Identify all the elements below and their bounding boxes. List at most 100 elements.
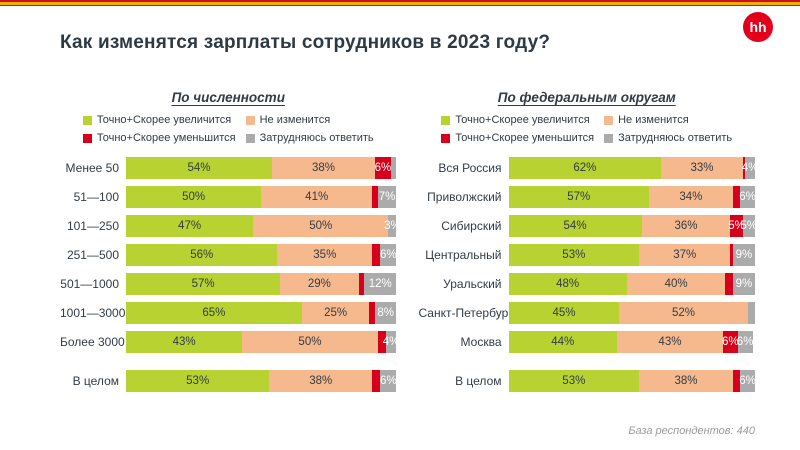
segment-no_change: 29% xyxy=(280,273,359,295)
chart-title-federal-districts: По федеральным округам xyxy=(497,90,676,105)
segment-no_change: 35% xyxy=(277,244,373,266)
segment-no_change: 34% xyxy=(649,186,733,208)
segment-increase: 44% xyxy=(508,331,617,353)
segment-undecided: 5% xyxy=(741,215,757,237)
row-label: 101—250 xyxy=(66,219,119,233)
legend-marker-decrease-icon xyxy=(441,133,451,143)
segment-undecided: 6% xyxy=(739,186,756,208)
header: Как изменятся зарплаты сотрудников в 202… xyxy=(0,6,800,54)
chart-row: 1001—3000 65% 25% 8% xyxy=(60,302,397,324)
stacked-bar: 53% 38% 6% xyxy=(508,370,756,392)
legend-item-no_change: Не изменится xyxy=(604,114,732,126)
segment-decrease xyxy=(377,331,386,353)
row-label: Менее 50 xyxy=(65,161,119,175)
chart-panel-federal-districts: По федеральным округам Точно+Скорее увели… xyxy=(419,90,758,399)
legend-label-undecided: Затрудняюсь ответить xyxy=(618,132,733,144)
segment-increase: 47% xyxy=(126,215,254,237)
segment-decrease xyxy=(372,244,381,266)
segment-decrease xyxy=(358,273,365,295)
stacked-bar: 57% 29% 12% xyxy=(126,273,397,295)
stacked-bar: 45% 52% xyxy=(508,302,756,324)
segment-undecided xyxy=(391,157,397,179)
stacked-bar: 62% 33% 4% xyxy=(508,157,758,179)
charts-area: По численности Точно+Скорее увеличится Не … xyxy=(0,54,800,399)
legend-item-decrease: Точно+Скорее уменьшится xyxy=(441,132,594,144)
segment-undecided: 6% xyxy=(739,370,756,392)
row-label: В целом xyxy=(72,374,119,388)
stacked-bar: 44% 43% 6% 6% xyxy=(508,331,756,353)
legend-marker-decrease-icon xyxy=(82,133,92,143)
segment-undecided: 3% xyxy=(384,215,401,237)
segment-decrease xyxy=(725,273,733,295)
chart-row: 251—500 56% 35% 6% xyxy=(60,244,397,266)
segment-no_change: 50% xyxy=(253,215,389,237)
stacked-bar: 56% 35% 6% xyxy=(126,244,397,266)
segment-decrease xyxy=(730,244,733,266)
segment-increase: 65% xyxy=(126,302,302,324)
segment-no_change: 43% xyxy=(616,331,723,353)
stacked-bar: 54% 36% 5% 5% xyxy=(508,215,757,237)
stacked-bar: 53% 38% 6% xyxy=(126,370,397,392)
segment-no_change: 33% xyxy=(661,157,743,179)
legend-marker-undecided-icon xyxy=(604,133,614,143)
segment-increase: 57% xyxy=(508,186,649,208)
segment-no_change: 50% xyxy=(242,331,378,353)
segment-undecided: 4% xyxy=(742,157,758,179)
legend-marker-undecided-icon xyxy=(245,133,255,143)
segment-no_change: 36% xyxy=(641,215,731,237)
legend-label-undecided: Затрудняюсь ответить xyxy=(259,132,374,144)
legend-marker-no_change-icon xyxy=(245,115,255,125)
chart-title-headcount: По численности xyxy=(171,90,285,105)
row-label: Приволжский xyxy=(427,190,502,204)
chart-row: Более 3000 43% 50% 4% xyxy=(60,331,399,353)
segment-decrease: 6% xyxy=(375,157,391,179)
segment-decrease: 6% xyxy=(722,331,739,353)
legend-label-increase: Точно+Скорее увеличится xyxy=(455,114,590,126)
legend-label-decrease: Точно+Скорее уменьшится xyxy=(455,132,595,144)
legend-marker-no_change-icon xyxy=(604,115,614,125)
legend-headcount: Точно+Скорее увеличится Не изменится Точно… xyxy=(60,114,397,144)
row-label: 1001—3000 xyxy=(60,306,126,320)
segment-decrease xyxy=(372,186,378,208)
stacked-bar: 57% 34% 6% xyxy=(508,186,756,208)
row-label: Уральский xyxy=(443,277,502,291)
legend-item-no_change: Не изменится xyxy=(245,114,374,126)
row-label: 51—100 xyxy=(73,190,119,204)
segment-no_change: 41% xyxy=(261,186,373,208)
segment-no_change: 38% xyxy=(269,370,373,392)
segment-increase: 56% xyxy=(126,244,278,266)
row-label: Центральный xyxy=(425,248,502,262)
legend-label-no_change: Не изменится xyxy=(618,114,689,126)
chart-row: 101—250 47% 50% 3% xyxy=(60,215,401,237)
segment-undecided: 9% xyxy=(732,244,755,266)
segment-decrease: 5% xyxy=(728,215,745,237)
segment-increase: 48% xyxy=(508,273,627,295)
stacked-bar: 54% 38% 6% xyxy=(126,157,397,179)
stacked-bar: 48% 40% 9% xyxy=(508,273,756,295)
segment-increase: 43% xyxy=(126,331,243,353)
stacked-bar: 65% 25% 8% xyxy=(126,302,397,324)
bar-rows-federal-districts: Вся Россия 62% 33% 4% Приволжский 57% 34% 6% Сиб… xyxy=(419,157,758,392)
legend-item-increase: Точно+Скорее увеличится xyxy=(441,114,594,126)
segment-increase: 54% xyxy=(508,215,642,237)
chart-row: 51—100 50% 41% 7% xyxy=(60,186,397,208)
segment-undecided: 6% xyxy=(380,244,397,266)
chart-row: Уральский 48% 40% 9% xyxy=(419,273,756,295)
segment-decrease xyxy=(742,157,746,179)
segment-no_change: 25% xyxy=(301,302,370,324)
row-label: В целом xyxy=(455,374,502,388)
segment-decrease xyxy=(369,302,375,324)
stacked-bar: 50% 41% 7% xyxy=(126,186,397,208)
segment-undecided: 7% xyxy=(377,186,397,208)
segment-undecided: 6% xyxy=(380,370,397,392)
legend-item-increase: Точно+Скорее увеличится xyxy=(82,114,236,126)
segment-decrease xyxy=(372,370,381,392)
segment-increase: 45% xyxy=(508,302,620,324)
segment-increase: 50% xyxy=(126,186,262,208)
chart-panel-headcount: По численности Точно+Скорее увеличится Не … xyxy=(60,90,401,399)
legend-federal-districts: Точно+Скорее увеличится Не изменится Точно… xyxy=(419,114,756,144)
chart-row: Санкт-Петербург 45% 52% xyxy=(419,302,756,324)
segment-decrease xyxy=(732,186,741,208)
bar-rows-headcount: Менее 50 54% 38% 6% 51—100 50% 41% 7% 101—250 47%… xyxy=(60,157,401,392)
page-title: Как изменятся зарплаты сотрудников в 202… xyxy=(60,32,551,53)
